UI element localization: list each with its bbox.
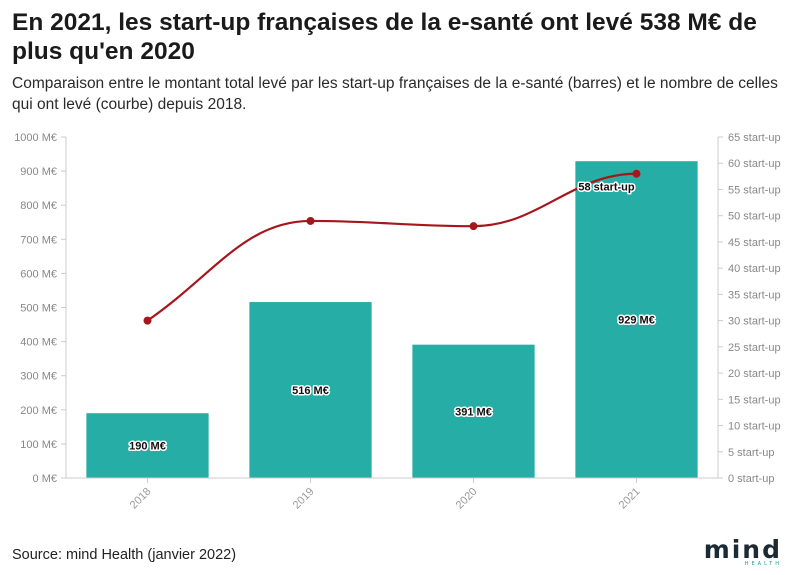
- line-value-label: 58 start-up: [578, 182, 635, 194]
- bar-value-label: 516 M€: [292, 385, 329, 397]
- bar-2021: [575, 161, 698, 478]
- x-tick-label: 2018: [128, 486, 154, 512]
- line-point-2018: [143, 316, 152, 325]
- bar-value-label: 929 M€: [618, 315, 655, 327]
- right-tick-label: 40 start-up: [728, 263, 781, 275]
- bar-2019: [249, 302, 372, 478]
- right-tick-label: 25 start-up: [728, 342, 781, 354]
- right-tick-label: 15 start-up: [728, 394, 781, 406]
- right-tick-label: 55 start-up: [728, 184, 781, 196]
- right-tick-label: 60 start-up: [728, 158, 781, 170]
- bar-value-label: 190 M€: [129, 441, 166, 453]
- right-tick-label: 10 start-up: [728, 421, 781, 433]
- right-tick-label: 30 start-up: [728, 316, 781, 328]
- line-series: [143, 169, 641, 325]
- right-tick-label: 35 start-up: [728, 289, 781, 301]
- left-tick-label: 0 M€: [33, 473, 57, 485]
- bar-2020: [412, 344, 535, 478]
- right-tick-label: 65 start-up: [728, 132, 781, 144]
- left-tick-label: 1000 M€: [14, 132, 57, 144]
- right-tick-label: 5 start-up: [728, 447, 774, 459]
- right-tick-label: 50 start-up: [728, 211, 781, 223]
- left-tick-label: 900 M€: [20, 166, 57, 178]
- x-tick-label: 2020: [454, 486, 480, 512]
- line-point-2020: [469, 222, 478, 231]
- line-point-2019: [306, 216, 315, 225]
- left-tick-label: 500 M€: [20, 303, 57, 315]
- right-tick-label: 20 start-up: [728, 368, 781, 380]
- bar-series: [86, 161, 698, 478]
- chart-subtitle: Comparaison entre le montant total levé …: [12, 75, 778, 113]
- line-point-2021: [632, 169, 641, 178]
- left-tick-label: 600 M€: [20, 268, 57, 280]
- source-note: Source: mind Health (janvier 2022): [12, 547, 237, 563]
- brand-logo: mind HEALTH: [703, 535, 782, 568]
- bar-2018: [86, 413, 209, 478]
- x-axis: 2018 2019 2020 2021: [66, 477, 718, 512]
- right-axis: 0 start-up 5 start-up 10 start-up 15 start-…: [717, 132, 781, 485]
- left-tick-label: 300 M€: [20, 371, 57, 383]
- right-tick-label: 0 start-up: [728, 473, 774, 485]
- left-tick-label: 200 M€: [20, 405, 57, 417]
- x-tick-label: 2021: [617, 486, 643, 512]
- left-tick-label: 100 M€: [20, 439, 57, 451]
- data-labels: 190 M€ 516 M€ 391 M€ 929 M€ 58 start-up: [128, 180, 657, 454]
- right-tick-label: 45 start-up: [728, 237, 781, 249]
- chart-title: En 2021, les start-up françaises de la e…: [12, 9, 757, 65]
- left-axis: 0 M€ 100 M€ 200 M€ 300 M€ 400 M€ 500 M€ 600 M€…: [14, 132, 67, 485]
- x-tick-label: 2019: [291, 486, 317, 512]
- bar-value-label: 391 M€: [455, 406, 492, 418]
- left-tick-label: 800 M€: [20, 200, 57, 212]
- left-tick-label: 700 M€: [20, 234, 57, 246]
- logo-word: mind: [703, 535, 782, 564]
- left-tick-label: 400 M€: [20, 337, 57, 349]
- logo-subtext: HEALTH: [744, 561, 782, 567]
- startup-count-line: [146, 172, 637, 322]
